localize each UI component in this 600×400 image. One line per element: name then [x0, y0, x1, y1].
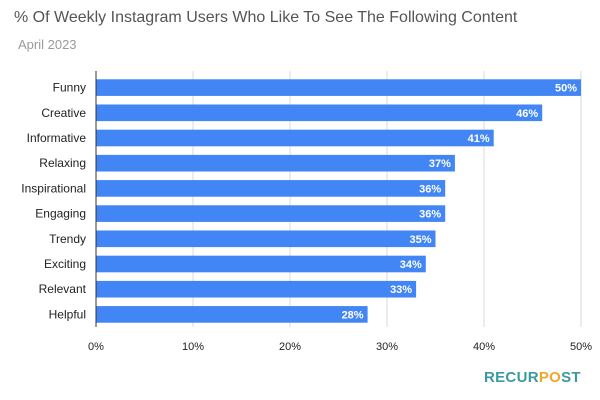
x-tick-label: 10% — [182, 341, 204, 353]
bar-relaxing — [96, 154, 455, 172]
data-label: 50% — [555, 83, 577, 95]
x-tick-label: 30% — [376, 341, 398, 353]
bar-funny — [96, 79, 581, 96]
data-label: 33% — [390, 284, 412, 296]
category-label: Trendy — [49, 232, 86, 246]
x-tick-label: 0% — [88, 341, 104, 353]
bar-helpful — [96, 306, 368, 323]
bars: 50% 46% 41% 37% 36% 36% 35% 34% 33% 28% — [96, 79, 581, 323]
category-label: Helpful — [49, 307, 86, 321]
bar-trendy — [96, 230, 436, 248]
chart-subtitle: April 2023 — [18, 37, 77, 52]
data-label: 46% — [516, 108, 538, 120]
data-label: 41% — [468, 133, 490, 145]
bar-exciting — [96, 255, 426, 273]
category-label: Creative — [41, 106, 86, 120]
recurpost-logo: RECURPOST — [484, 369, 581, 386]
category-label: Funny — [53, 81, 86, 95]
bar-relevant — [96, 280, 417, 298]
bar-creative — [96, 104, 543, 122]
x-tick-label: 40% — [473, 341, 495, 353]
x-tick-label: 50% — [570, 341, 592, 353]
category-label: Engaging — [35, 207, 86, 221]
category-label: Exciting — [44, 257, 86, 271]
category-label: Relaxing — [39, 156, 86, 170]
chart-title: % Of Weekly Instagram Users Who Like To … — [14, 9, 518, 26]
category-label: Relevant — [39, 282, 87, 296]
data-label: 37% — [429, 158, 451, 170]
data-label: 35% — [409, 234, 431, 246]
bar-engaging — [96, 205, 446, 222]
data-label: 36% — [419, 183, 441, 195]
data-label: 36% — [419, 209, 441, 221]
data-label: 34% — [400, 259, 422, 271]
category-label: Inspirational — [21, 181, 86, 195]
x-tick-label: 20% — [279, 341, 301, 353]
axis: 0% 10% 20% 30% 40% 50% Funny Creative Informativ… — [21, 71, 592, 353]
data-label: 28% — [342, 309, 364, 321]
bar-informative — [96, 129, 494, 147]
bar-inspirational — [96, 180, 446, 197]
category-label: Informative — [27, 131, 87, 145]
